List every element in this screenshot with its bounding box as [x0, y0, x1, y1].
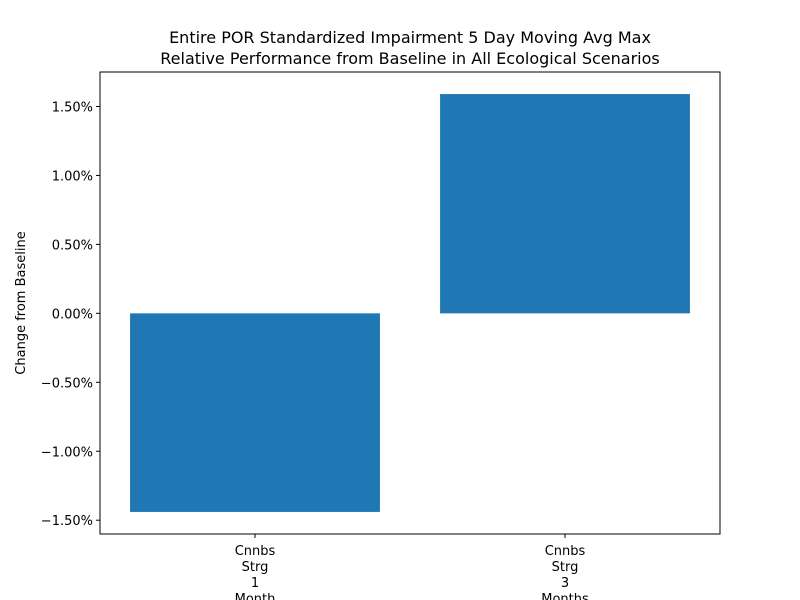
bar-2 — [440, 94, 690, 314]
y-tick-label: −0.50% — [41, 376, 93, 391]
x-tick-label: 1 — [251, 576, 259, 591]
y-tick-label: −1.00% — [41, 445, 93, 460]
y-tick-label: 1.50% — [52, 100, 93, 115]
chart-subtitle: Relative Performance from Baseline in Al… — [160, 49, 659, 68]
y-tick-label: 0.50% — [52, 238, 93, 253]
y-tick-label: 1.00% — [52, 169, 93, 184]
y-axis-label: Change from Baseline — [14, 231, 29, 374]
bar-1 — [130, 313, 380, 512]
plot-frame — [99, 71, 721, 535]
bars-group — [130, 94, 690, 512]
x-tick-label: Strg — [242, 560, 269, 575]
y-ticks-group: −1.50% −1.00% −0.50% 0.00% 0.50% 1.00% 1.50% — [41, 100, 100, 529]
y-tick-label: −1.50% — [41, 514, 93, 529]
x-tick-label: Strg — [552, 560, 579, 575]
x-tick-label: 3 — [561, 576, 569, 591]
x-tick-label: Months — [541, 592, 589, 600]
x-tick-label: Cnnbs — [545, 544, 586, 559]
x-tick-label: Month — [235, 592, 276, 600]
chart-title: Entire POR Standardized Impairment 5 Day… — [169, 28, 651, 47]
y-tick-label: 0.00% — [52, 307, 93, 322]
x-tick-label: Cnnbs — [235, 544, 276, 559]
